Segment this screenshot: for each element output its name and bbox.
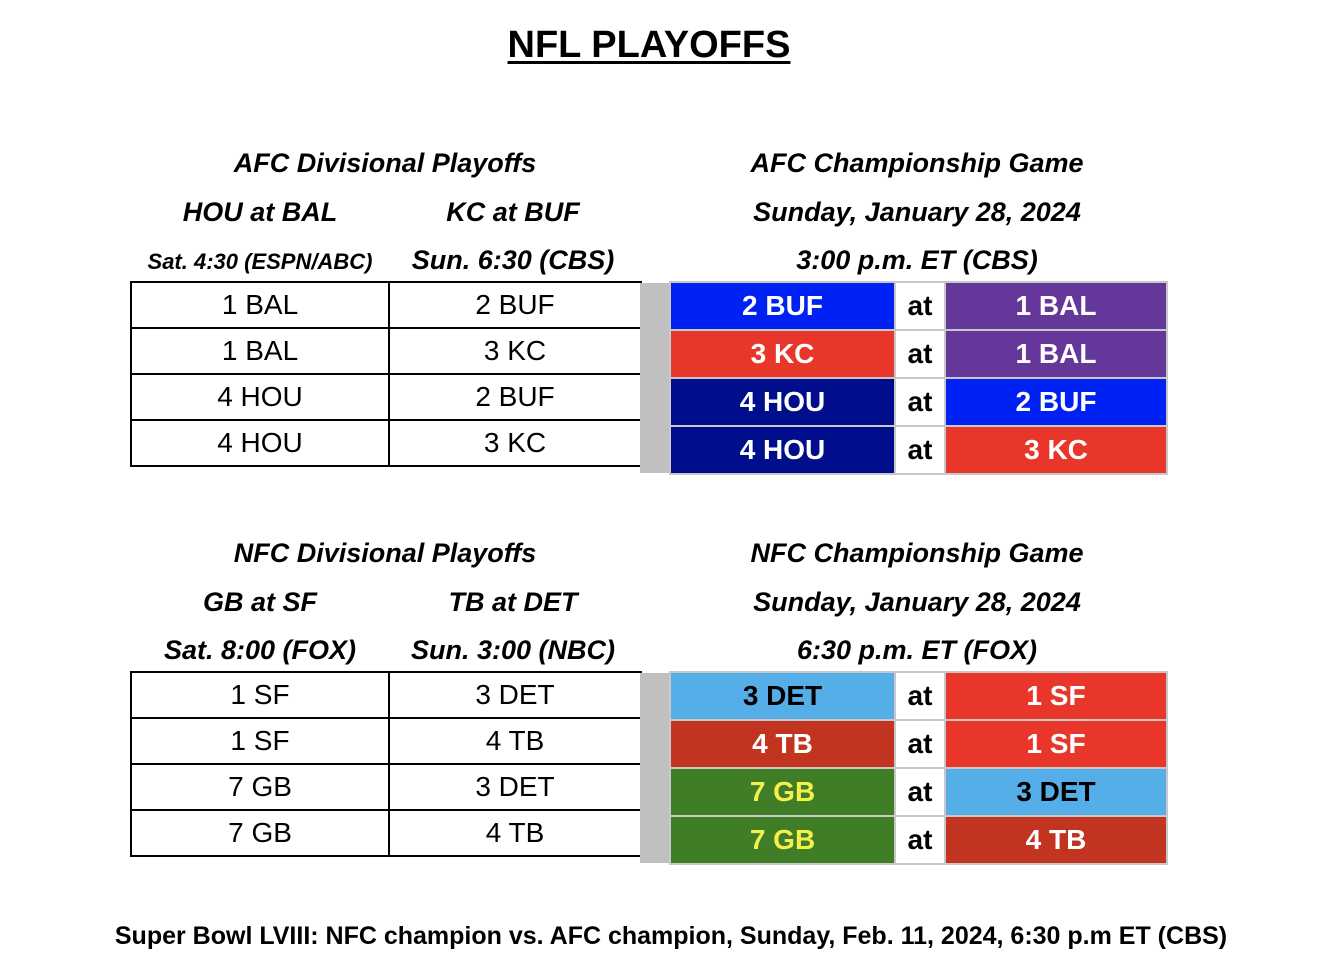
table-row: 1 SF 4 TB bbox=[130, 717, 642, 765]
nfc-separator-bar bbox=[640, 673, 669, 863]
afc-seed-cell: 3 KC bbox=[388, 327, 642, 375]
nfc-seed-cell: 4 TB bbox=[388, 717, 642, 765]
table-row: 7 GB at 4 TB bbox=[669, 815, 1168, 865]
table-row: 1 BAL 3 KC bbox=[130, 327, 642, 375]
afc-game2-time: Sun. 6:30 (CBS) bbox=[411, 245, 615, 275]
afc-seed-cell: 2 BUF bbox=[388, 373, 642, 421]
page-title: NFL PLAYOFFS bbox=[507, 24, 791, 66]
afc-seed-cell: 4 HOU bbox=[130, 419, 390, 467]
afc-away-team: 2 BUF bbox=[669, 281, 896, 331]
nfc-away-team: 7 GB bbox=[669, 815, 896, 865]
table-row: 2 BUF at 1 BAL bbox=[669, 281, 1168, 331]
nfc-seed-cell: 7 GB bbox=[130, 809, 390, 857]
nfc-away-team: 4 TB bbox=[669, 719, 896, 769]
table-row: 3 KC at 1 BAL bbox=[669, 329, 1168, 379]
afc-home-team: 1 BAL bbox=[944, 329, 1168, 379]
table-row: 4 HOU 3 KC bbox=[130, 419, 642, 467]
table-row: 4 HOU 2 BUF bbox=[130, 373, 642, 421]
afc-away-team: 4 HOU bbox=[669, 377, 896, 427]
table-row: 3 DET at 1 SF bbox=[669, 671, 1168, 721]
afc-seed-cell: 1 BAL bbox=[130, 327, 390, 375]
table-row: 1 BAL 2 BUF bbox=[130, 281, 642, 329]
nfc-away-team: 7 GB bbox=[669, 767, 896, 817]
afc-home-team: 3 KC bbox=[944, 425, 1168, 475]
nfc-seed-cell: 4 TB bbox=[388, 809, 642, 857]
nfc-home-team: 1 SF bbox=[944, 719, 1168, 769]
nfc-divisional-table: 1 SF 3 DET 1 SF 4 TB 7 GB 3 DET 7 GB 4 TB bbox=[130, 671, 642, 857]
nfc-game2-time: Sun. 3:00 (NBC) bbox=[410, 635, 616, 665]
nfc-home-team: 1 SF bbox=[944, 671, 1168, 721]
nfc-seed-cell: 1 SF bbox=[130, 671, 390, 719]
nfc-championship-time: 6:30 p.m. ET (FOX) bbox=[796, 635, 1038, 665]
afc-divisional-header: AFC Divisional Playoffs bbox=[233, 148, 537, 178]
at-label: at bbox=[894, 329, 946, 379]
nfc-game1-time: Sat. 8:00 (FOX) bbox=[163, 635, 357, 665]
table-row: 7 GB at 3 DET bbox=[669, 767, 1168, 817]
afc-seed-cell: 1 BAL bbox=[130, 281, 390, 329]
table-row: 7 GB 3 DET bbox=[130, 763, 642, 811]
afc-seed-cell: 4 HOU bbox=[130, 373, 390, 421]
nfc-championship-header: NFC Championship Game bbox=[750, 538, 1084, 568]
afc-home-team: 2 BUF bbox=[944, 377, 1168, 427]
nfc-away-team: 3 DET bbox=[669, 671, 896, 721]
at-label: at bbox=[894, 815, 946, 865]
nfc-home-team: 4 TB bbox=[944, 815, 1168, 865]
nfc-divisional-header: NFC Divisional Playoffs bbox=[233, 538, 537, 568]
afc-championship-time: 3:00 p.m. ET (CBS) bbox=[796, 245, 1038, 275]
table-row: 7 GB 4 TB bbox=[130, 809, 642, 857]
at-label: at bbox=[894, 767, 946, 817]
nfc-seed-cell: 3 DET bbox=[388, 671, 642, 719]
at-label: at bbox=[894, 281, 946, 331]
table-row: 1 SF 3 DET bbox=[130, 671, 642, 719]
at-label: at bbox=[894, 425, 946, 475]
afc-seed-cell: 2 BUF bbox=[388, 281, 642, 329]
at-label: at bbox=[894, 719, 946, 769]
nfc-game2-matchup: TB at DET bbox=[448, 587, 578, 617]
afc-away-team: 3 KC bbox=[669, 329, 896, 379]
afc-game2-matchup: KC at BUF bbox=[446, 197, 580, 227]
afc-away-team: 4 HOU bbox=[669, 425, 896, 475]
afc-home-team: 1 BAL bbox=[944, 281, 1168, 331]
afc-separator-bar bbox=[640, 283, 669, 473]
at-label: at bbox=[894, 671, 946, 721]
afc-championship-table: 2 BUF at 1 BAL 3 KC at 1 BAL 4 HOU at 2 BUF 4 … bbox=[669, 281, 1168, 475]
afc-game1-matchup: HOU at BAL bbox=[182, 197, 338, 227]
afc-championship-header: AFC Championship Game bbox=[750, 148, 1084, 178]
nfc-championship-date: Sunday, January 28, 2024 bbox=[753, 587, 1081, 617]
table-row: 4 HOU at 2 BUF bbox=[669, 377, 1168, 427]
nfc-seed-cell: 7 GB bbox=[130, 763, 390, 811]
afc-seed-cell: 3 KC bbox=[388, 419, 642, 467]
afc-game1-time: Sat. 4:30 (ESPN/ABC) bbox=[147, 249, 373, 274]
nfc-championship-table: 3 DET at 1 SF 4 TB at 1 SF 7 GB at 3 DET 7 GB a… bbox=[669, 671, 1168, 865]
afc-championship-date: Sunday, January 28, 2024 bbox=[753, 197, 1081, 227]
table-row: 4 TB at 1 SF bbox=[669, 719, 1168, 769]
nfc-seed-cell: 1 SF bbox=[130, 717, 390, 765]
afc-divisional-table: 1 BAL 2 BUF 1 BAL 3 KC 4 HOU 2 BUF 4 HOU 3 K… bbox=[130, 281, 642, 467]
at-label: at bbox=[894, 377, 946, 427]
super-bowl-footer: Super Bowl LVIII: NFC champion vs. AFC c… bbox=[114, 922, 1228, 950]
nfc-game1-matchup: GB at SF bbox=[202, 587, 317, 617]
nfc-home-team: 3 DET bbox=[944, 767, 1168, 817]
table-row: 4 HOU at 3 KC bbox=[669, 425, 1168, 475]
nfc-seed-cell: 3 DET bbox=[388, 763, 642, 811]
